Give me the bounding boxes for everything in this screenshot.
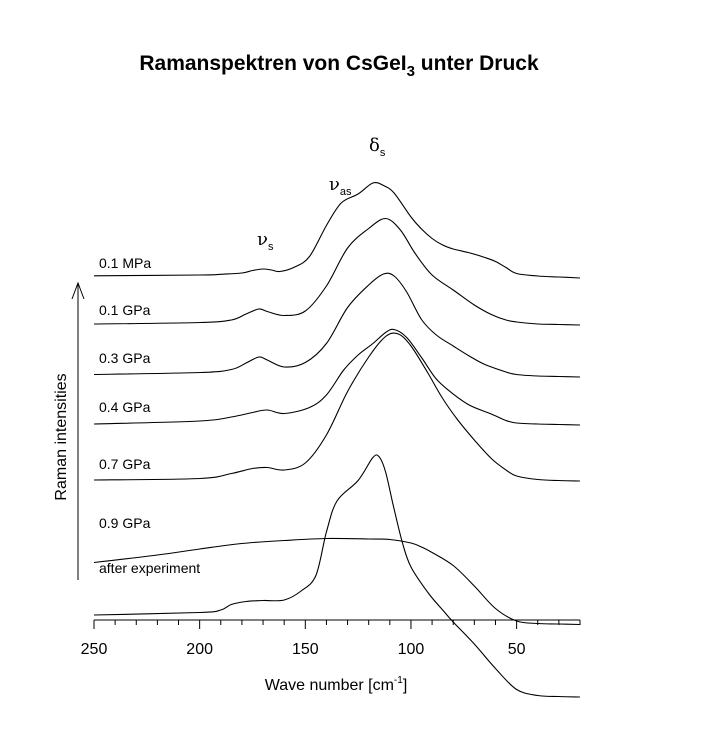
- x-tick-label: 250: [81, 641, 108, 658]
- series-label: 0.3 GPa: [99, 350, 151, 366]
- spectrum-line: [93, 217, 581, 326]
- series-label: 0.1 GPa: [99, 302, 151, 318]
- series-label: 0.7 GPa: [99, 456, 151, 472]
- series-label: 0.1 MPa: [99, 255, 151, 271]
- band-annotation: νs: [257, 229, 274, 253]
- series-label: 0.9 GPa: [99, 515, 151, 531]
- x-axis-tick-labels: 250 200 150 100 50: [81, 641, 526, 658]
- chart-title-tail: unter Druck: [415, 52, 539, 75]
- spectrum-line: [93, 182, 581, 279]
- x-axis-ticks: [93, 620, 581, 629]
- spectrum-line: [93, 537, 581, 626]
- x-axis-label: Wave number [cm-1]: [265, 675, 408, 694]
- spectrum-line: [93, 328, 581, 426]
- chart-title-main: Ramanspektren von CsGeI: [139, 52, 406, 75]
- chart-title-subscript: 3: [407, 63, 415, 80]
- series-label: 0.4 GPa: [99, 399, 151, 415]
- band-annotation: νas: [329, 174, 352, 198]
- spectrum-line: [93, 454, 581, 698]
- x-tick-label: 200: [186, 641, 213, 658]
- x-tick-label: 50: [508, 641, 526, 658]
- y-axis-arrow-head: [71, 281, 85, 300]
- y-axis-label: Raman intensities: [53, 373, 70, 500]
- x-axis-label-tail: ]: [403, 677, 407, 694]
- spectra-series: [93, 182, 581, 698]
- band-annotation: δs: [369, 135, 386, 159]
- series-label: after experiment: [99, 560, 200, 576]
- x-axis-label-main: Wave number [cm: [265, 677, 394, 694]
- spectrum-line: [93, 272, 581, 378]
- x-tick-label: 100: [398, 641, 425, 658]
- x-tick-label: 150: [292, 641, 319, 658]
- spectrum-line: [93, 332, 581, 482]
- x-axis-label-superscript: -1: [394, 675, 403, 686]
- series-labels: 0.1 MPa 0.1 GPa 0.3 GPa 0.4 GPa 0.7 GPa 0.9 G…: [99, 255, 200, 576]
- chart-title: Ramanspektren von CsGeI3 unter Druck: [139, 52, 539, 80]
